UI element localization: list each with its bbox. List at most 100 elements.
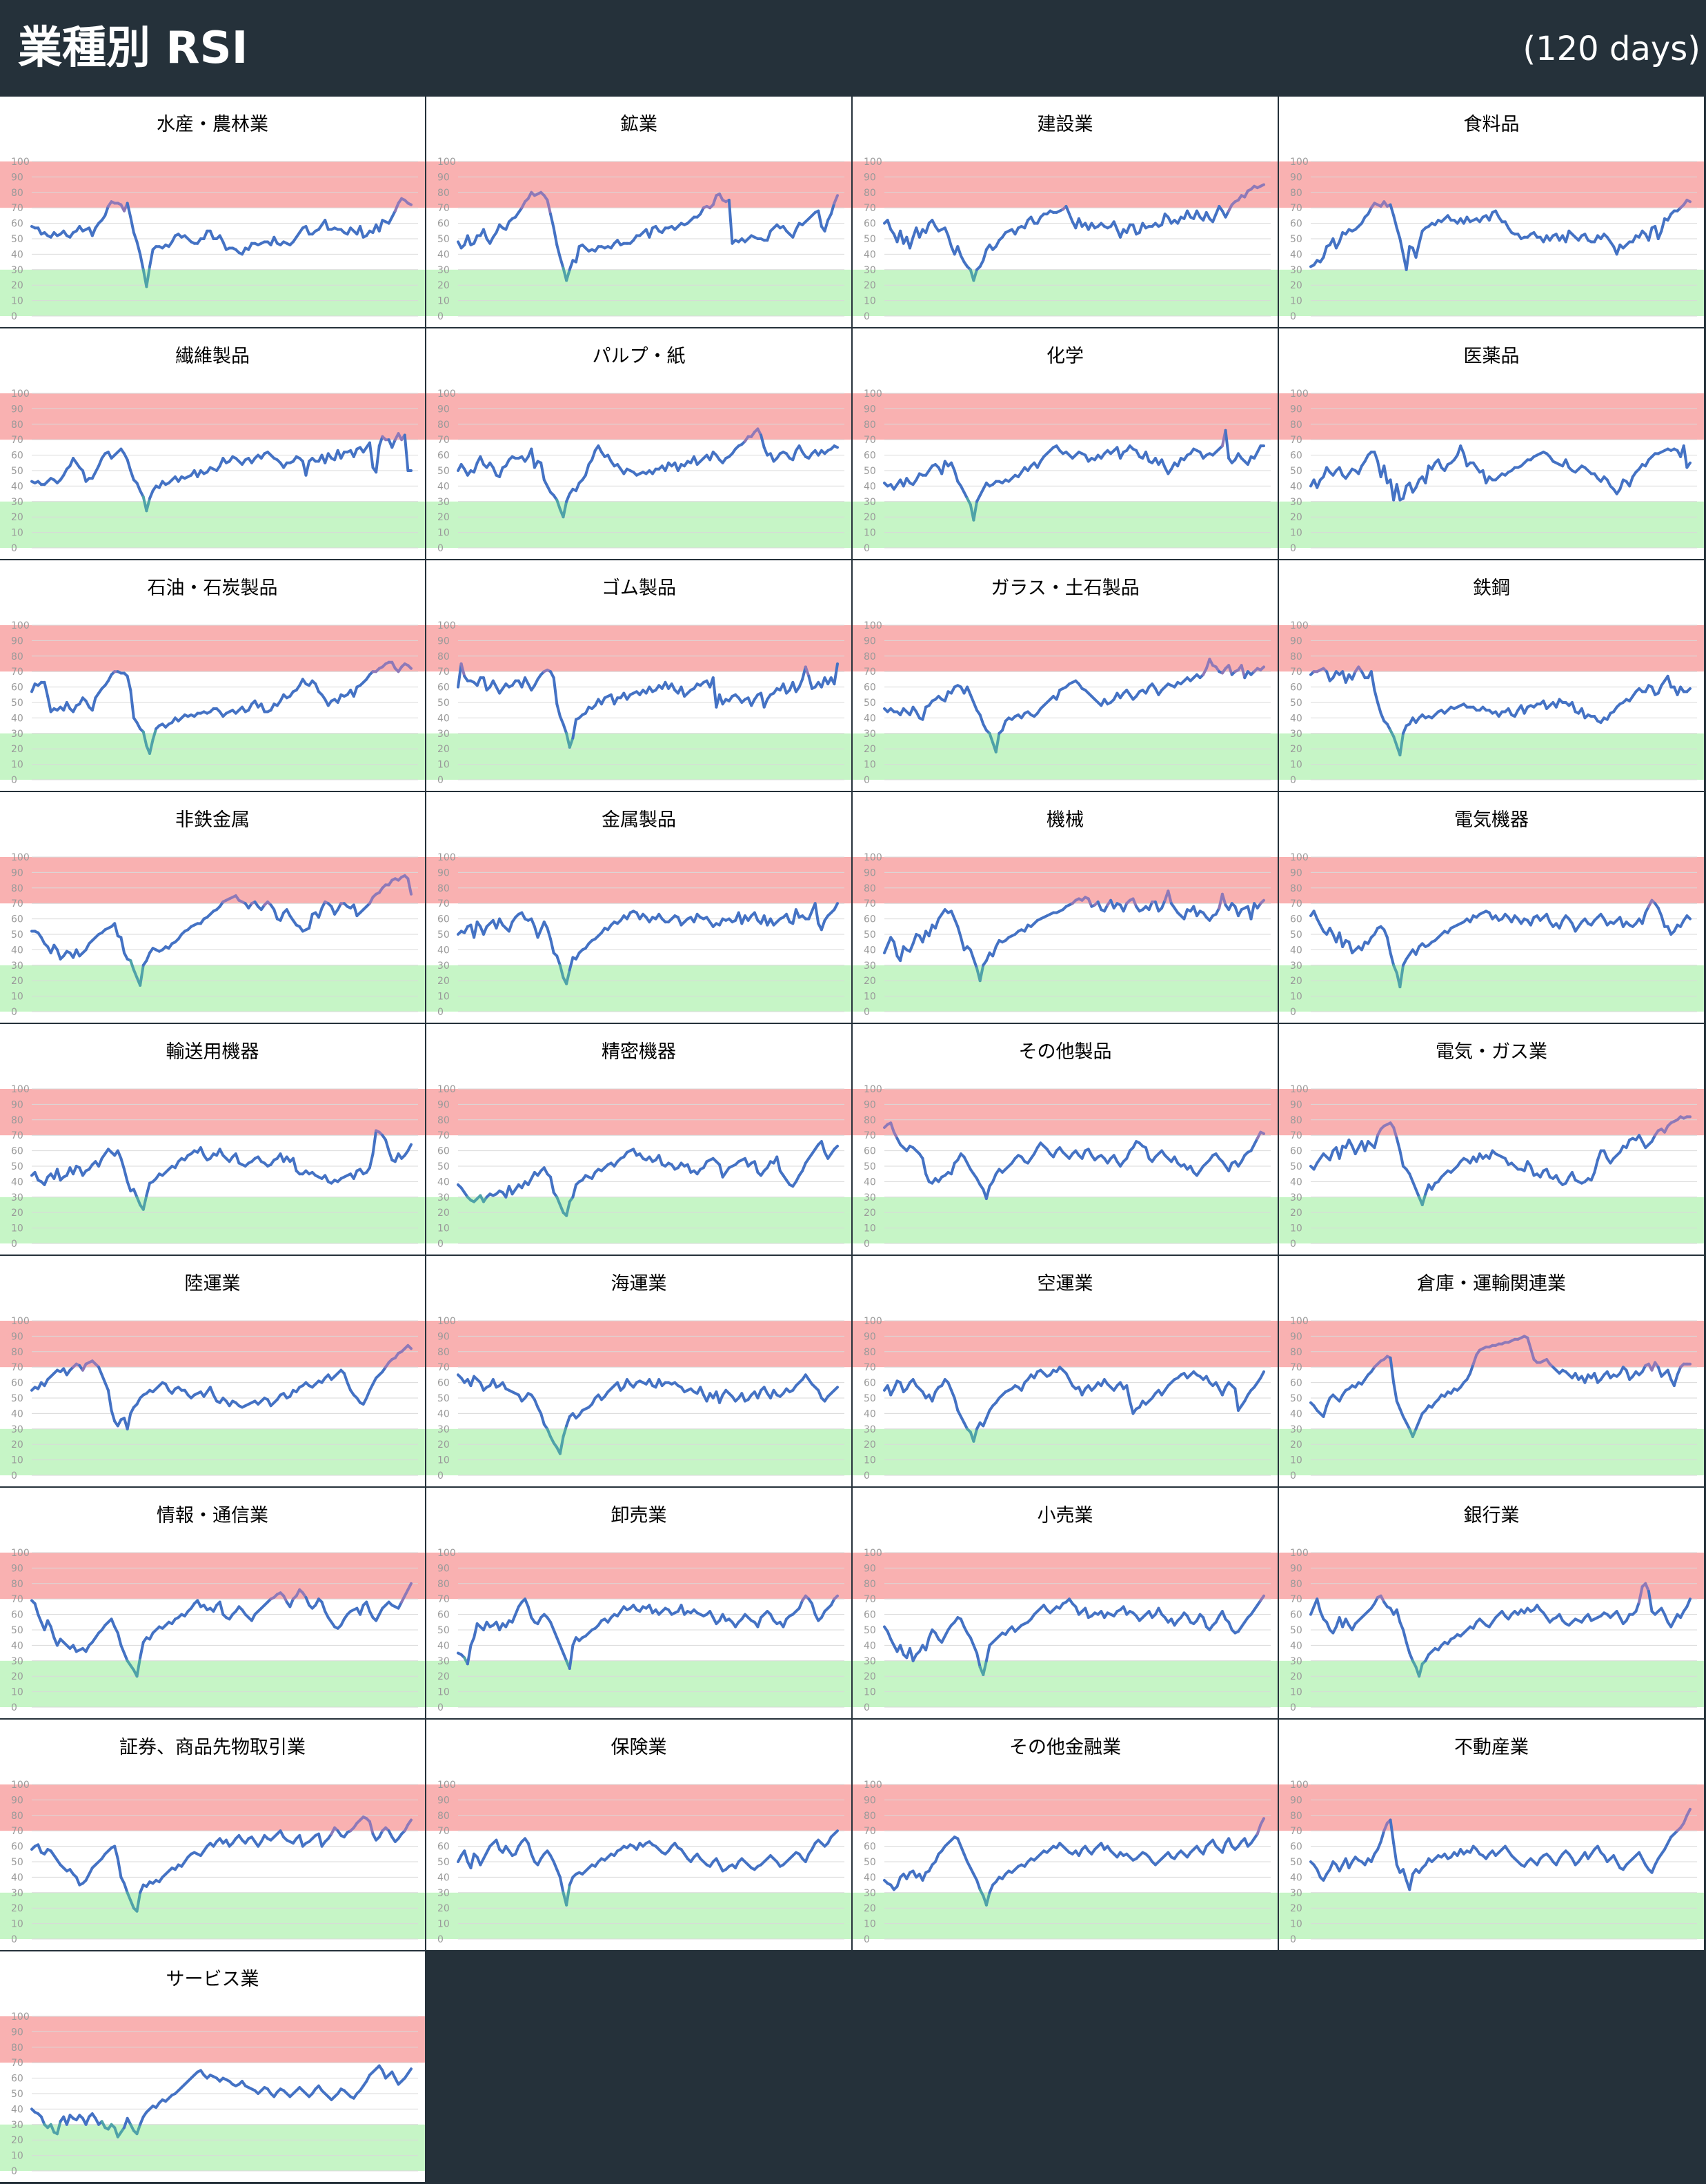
rsi-line-segment [342,1372,349,1384]
y-tick-label: 60 [1290,1842,1302,1853]
overbought-band [1279,1321,1704,1368]
rsi-line-chart: 0 10 20 30 40 50 60 70 80 90 100 [853,388,1278,554]
rsi-line-segment [524,1597,530,1609]
y-tick-label: 100 [864,620,882,631]
y-tick-label: 30 [437,1888,450,1899]
rsi-line-segment [126,1180,132,1192]
y-tick-label: 40 [437,1177,450,1188]
y-tick-label: 60 [1290,1378,1302,1389]
y-tick-label: 80 [864,1579,876,1590]
y-tick-label: 100 [437,1316,456,1327]
rsi-line-segment [1656,906,1663,918]
rsi-line-segment [135,240,142,256]
y-tick-label: 60 [437,219,450,230]
rsi-line-segment [552,1860,559,1871]
rsi-line-segment [568,1644,575,1670]
rsi-line-segment [1414,945,1421,956]
oversold-band [426,269,851,316]
y-tick-label: 90 [864,404,876,415]
rsi-line-segment [829,201,836,216]
rsi-line-segment [969,1636,975,1647]
y-tick-label: 70 [11,1594,23,1605]
sector-chart-panel: 情報・通信業 0 10 20 30 40 50 60 70 80 90 100 [0,1488,425,1718]
rsi-line-segment [558,1876,565,1894]
sector-chart-panel: その他製品 0 10 20 30 40 50 60 70 80 90 100 [853,1024,1278,1255]
y-tick-label: 60 [11,1610,23,1621]
y-tick-label: 50 [864,1625,876,1636]
rsi-line-segment [984,1644,991,1662]
rsi-line-segment [1312,909,1319,921]
rsi-line-segment [1685,914,1692,921]
sector-chart-panel: その他金融業 0 10 20 30 40 50 60 70 80 90 100 [853,1720,1278,1950]
rsi-line-segment [1068,213,1074,224]
rsi-line-segment [359,1604,365,1616]
rsi-line-segment [126,1891,132,1902]
y-tick-label: 10 [864,992,876,1003]
rsi-line-segment [384,1138,390,1152]
y-tick-label: 100 [11,388,30,400]
y-tick-label: 80 [437,1579,450,1590]
rsi-line-segment [126,458,132,472]
rsi-line-segment [97,457,103,468]
y-tick-label: 30 [11,1192,23,1203]
rsi-line-segment [1640,911,1647,925]
y-tick-label: 60 [864,219,876,230]
rsi-line-segment [1676,1366,1683,1377]
y-tick-label: 50 [1290,466,1302,477]
rsi-line-segment [469,1375,476,1388]
y-tick-label: 40 [1290,945,1302,956]
rsi-line-segment [304,460,311,477]
y-tick-label: 100 [1290,1084,1309,1095]
y-tick-label: 10 [437,1919,450,1930]
overbought-band [853,161,1278,208]
overbought-band [853,393,1278,440]
y-tick-label: 0 [437,1934,444,1945]
y-tick-label: 60 [11,682,23,693]
y-tick-label: 60 [11,219,23,230]
rsi-line-segment [1224,429,1231,460]
rsi-line-segment [132,968,139,979]
rsi-line-segment [375,444,381,474]
rsi-line-segment [491,466,498,477]
y-tick-label: 0 [437,543,444,554]
rsi-line-segment [956,1837,962,1848]
sector-chart-panel: 医薬品 0 10 20 30 40 50 60 70 80 90 100 [1279,328,1704,559]
y-tick-label: 70 [1290,1130,1302,1141]
rsi-line-segment [139,2115,145,2126]
rsi-line-segment [1376,701,1382,715]
rsi-line-segment [1322,1404,1329,1418]
rsi-line-segment [562,500,568,519]
rsi-line-segment [899,945,905,963]
rsi-line-segment [43,1175,50,1186]
rsi-line-segment [1309,1605,1316,1616]
y-tick-label: 20 [437,976,450,987]
rsi-line-chart: 0 10 20 30 40 50 60 70 80 90 100 [1279,620,1704,786]
y-tick-label: 40 [1290,481,1302,492]
rsi-line-segment [148,738,155,755]
rsi-line-segment [132,1188,139,1199]
rsi-line-segment [1376,1840,1382,1851]
rsi-line-segment [314,682,320,693]
y-tick-label: 70 [1290,1826,1302,1837]
chart-title: 精密機器 [602,1041,676,1063]
y-tick-label: 20 [11,744,23,755]
y-tick-label: 40 [11,1177,23,1188]
rsi-line-segment [1424,464,1431,484]
y-tick-label: 0 [1290,1934,1296,1945]
rsi-line-segment [39,2115,46,2126]
rsi-line-segment [218,1600,225,1616]
rsi-line-chart: 0 10 20 30 40 50 60 70 80 90 100 [1279,852,1704,1018]
rsi-line-segment [982,248,988,262]
rsi-line-segment [129,689,135,720]
y-tick-label: 10 [11,1223,23,1234]
sector-chart-panel: 水産・農林業 0 10 20 30 40 50 60 70 80 90 100 [0,97,425,327]
rsi-line-segment [507,921,514,933]
y-tick-label: 40 [437,945,450,956]
y-tick-label: 50 [1290,234,1302,245]
y-tick-label: 30 [864,1192,876,1203]
rsi-line-segment [123,1882,129,1894]
y-tick-label: 40 [437,249,450,260]
overbought-band [1279,393,1704,440]
rsi-line-segment [575,481,581,493]
sector-chart-panel: 倉庫・運輸関連業 0 10 20 30 40 50 60 70 80 90 100 [1279,1256,1704,1486]
